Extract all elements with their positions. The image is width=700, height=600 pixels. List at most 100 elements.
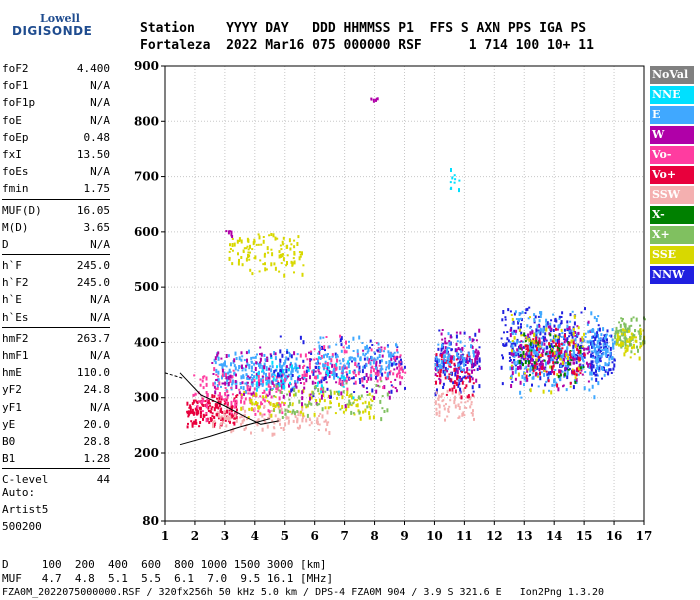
- point-e: [386, 372, 389, 377]
- point-sse: [509, 377, 512, 379]
- point-nnw: [514, 342, 517, 347]
- point-e: [470, 344, 472, 349]
- point-nnw: [276, 373, 279, 378]
- point-ssw: [250, 431, 252, 435]
- point-sse: [255, 392, 258, 397]
- point-sse: [543, 370, 546, 372]
- footer-file-info: FZA0M_2022075000000.RSF / 320fx256h 50 k…: [2, 587, 605, 598]
- point-e: [346, 362, 349, 365]
- point-vo-: [303, 364, 306, 367]
- point-nnw: [581, 353, 584, 355]
- point-sse: [341, 396, 344, 400]
- point-nnw: [560, 320, 563, 325]
- param-row: h`F 245.0: [2, 257, 110, 274]
- point-nnw: [535, 328, 538, 333]
- point-x-: [366, 405, 369, 409]
- point-vo-: [262, 396, 265, 401]
- point-e: [385, 361, 388, 365]
- point-e: [554, 369, 557, 371]
- chart-points: [186, 97, 646, 437]
- point-nnw: [545, 339, 548, 342]
- point-w: [225, 230, 228, 233]
- point-nnw: [591, 344, 593, 349]
- point-vo-: [471, 393, 474, 397]
- point-e: [336, 353, 339, 356]
- point-ssw: [273, 422, 276, 425]
- point-nnw: [310, 358, 313, 361]
- point-e: [352, 350, 355, 352]
- point-nnw: [506, 337, 509, 341]
- point-e: [290, 372, 293, 376]
- point-vo-: [238, 388, 241, 391]
- point-nnw: [528, 306, 531, 309]
- point-x-: [524, 340, 527, 343]
- point-vo-: [229, 378, 232, 383]
- point-nnw: [457, 362, 460, 365]
- point-sse: [243, 247, 246, 250]
- point-sse: [572, 327, 575, 331]
- point-nnw: [334, 352, 337, 356]
- point-vo-: [560, 343, 563, 346]
- point-nnw: [590, 341, 593, 346]
- point-sse: [626, 340, 629, 343]
- point-nnw: [591, 351, 594, 354]
- point-w: [579, 337, 582, 342]
- point-vo-: [226, 405, 229, 408]
- point-vo-: [199, 378, 202, 381]
- point-nnw: [581, 347, 584, 350]
- point-w: [435, 368, 437, 372]
- point-ssw: [435, 407, 438, 411]
- point-nne: [449, 181, 452, 184]
- point-e: [529, 365, 532, 370]
- point-x-: [271, 389, 273, 391]
- point-nnw: [471, 385, 474, 390]
- point-nnw: [517, 326, 520, 330]
- point-vo-: [525, 348, 528, 351]
- point-nnw: [458, 382, 461, 386]
- point-e: [283, 362, 286, 366]
- point-nnw: [609, 346, 612, 351]
- point-e: [388, 364, 391, 367]
- point-ssw: [462, 388, 465, 393]
- point-e: [257, 386, 260, 389]
- point-vo-: [211, 412, 214, 415]
- point-e: [551, 383, 554, 387]
- point-nnw: [440, 347, 443, 352]
- point-w: [259, 361, 261, 364]
- param-name: foEs: [2, 165, 29, 179]
- point-nne: [453, 174, 456, 177]
- point-vo-: [233, 416, 236, 420]
- point-vo-: [216, 403, 219, 407]
- point-ssw: [318, 423, 321, 426]
- point-nnw: [566, 367, 569, 371]
- point-ssw: [441, 400, 444, 403]
- point-w: [527, 364, 530, 368]
- param-row: fxI 13.50: [2, 146, 110, 163]
- point-nnw: [365, 387, 368, 390]
- point-w: [245, 351, 248, 355]
- point-vo-: [399, 360, 402, 363]
- point-nnw: [547, 377, 550, 380]
- point-w: [233, 358, 236, 363]
- point-e: [356, 349, 359, 354]
- point-x-: [329, 406, 332, 409]
- point-e: [513, 354, 516, 359]
- point-w: [225, 376, 228, 380]
- point-sse: [620, 341, 623, 345]
- point-e: [566, 346, 569, 350]
- point-nnw: [539, 376, 542, 381]
- point-nnw: [285, 369, 288, 374]
- point-nnw: [536, 365, 539, 370]
- point-vo-: [578, 357, 581, 362]
- point-nnw: [613, 363, 616, 368]
- point-nnw: [358, 378, 361, 380]
- point-w: [230, 232, 233, 237]
- point-e: [576, 344, 579, 347]
- point-vo-: [190, 420, 193, 423]
- point-e: [519, 390, 522, 395]
- point-nne: [272, 379, 275, 382]
- point-nnw: [609, 369, 612, 372]
- point-vo-: [555, 327, 557, 331]
- point-e: [581, 366, 584, 370]
- point-w: [318, 380, 321, 384]
